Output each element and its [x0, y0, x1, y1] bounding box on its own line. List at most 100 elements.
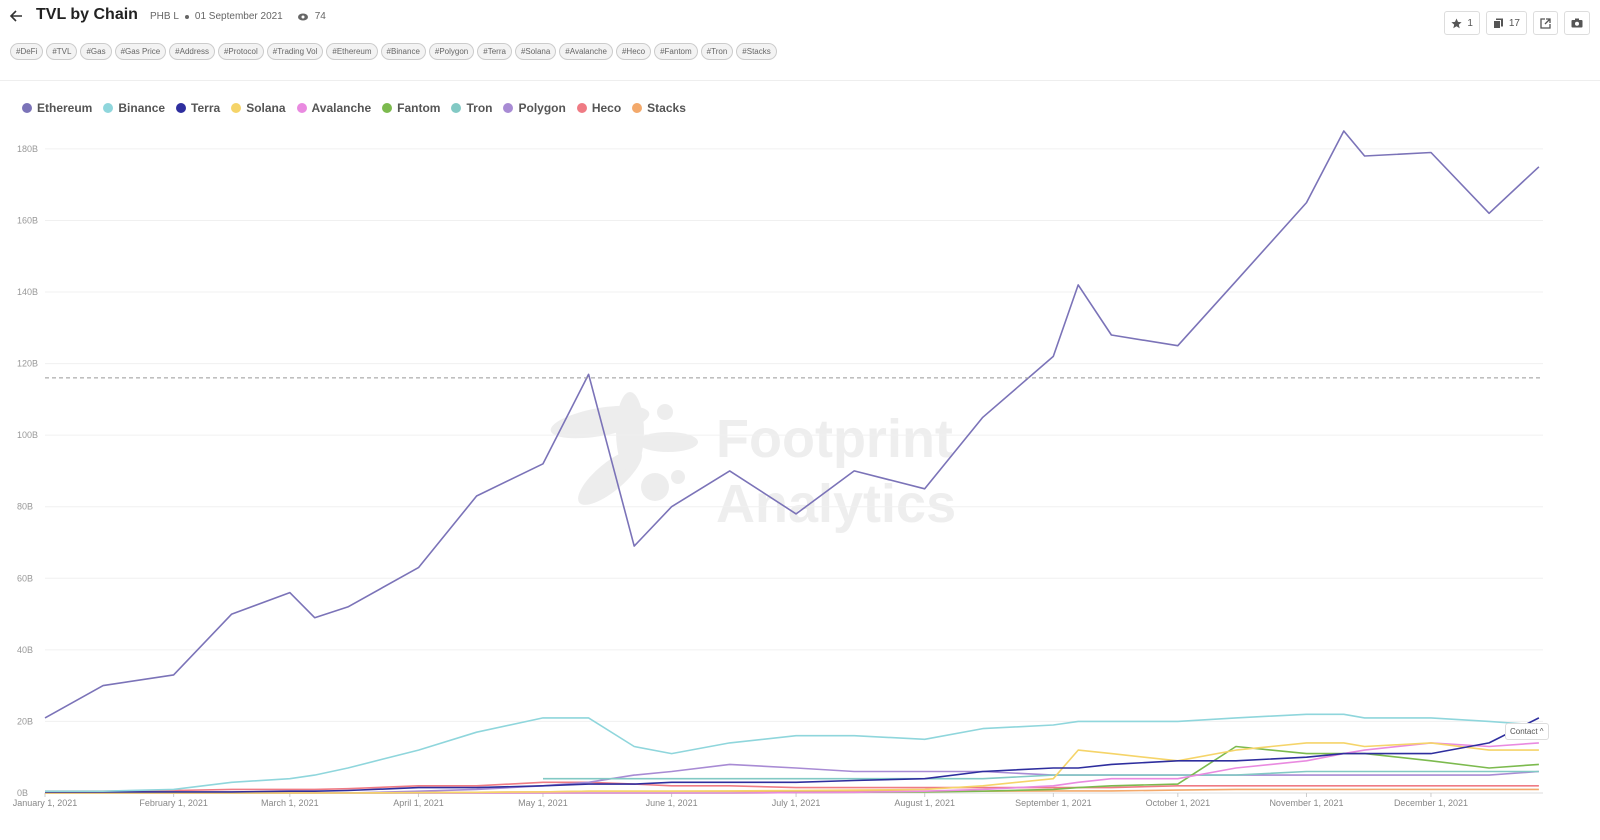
toolbar: 1 17 [1444, 11, 1590, 35]
legend-label: Ethereum [37, 101, 93, 115]
legend-dot [22, 103, 32, 113]
legend-dot [296, 103, 307, 113]
legend-dot [176, 103, 187, 113]
share-icon [1540, 17, 1551, 29]
y-tick-label: 160B [17, 215, 38, 225]
x-tick-label: July 1, 2021 [772, 798, 821, 808]
legend-item[interactable]: Stacks [632, 101, 686, 115]
tag[interactable]: #Terra [477, 43, 512, 60]
contact-button[interactable]: Contact ^ [1505, 723, 1549, 740]
legend-label: Fantom [397, 101, 441, 115]
tag[interactable]: #DeFi [10, 43, 44, 60]
legend-item[interactable]: Terra [176, 101, 220, 115]
legend-item[interactable]: Binance [103, 101, 165, 115]
y-tick-label: 40B [17, 645, 33, 655]
legend-item[interactable]: Fantom [382, 101, 440, 115]
legend-label: Tron [466, 101, 493, 115]
views: 74 [314, 11, 326, 22]
tag[interactable]: #Avalanche [559, 43, 613, 60]
y-tick-label: 0B [17, 788, 28, 798]
snapshot-button[interactable] [1564, 11, 1590, 35]
legend-dot [231, 103, 242, 113]
y-tick-label: 140B [17, 287, 38, 297]
x-tick-label: September 1, 2021 [1015, 798, 1092, 808]
tag[interactable]: #Gas Price [114, 43, 167, 60]
x-tick-label: January 1, 2021 [13, 798, 78, 808]
copy-icon [1492, 18, 1503, 29]
legend-dot [451, 103, 462, 113]
legend-dot [103, 103, 114, 113]
legend-item[interactable]: Tron [451, 101, 492, 115]
y-tick-label: 20B [17, 716, 33, 726]
legend-label: Solana [246, 101, 286, 115]
tag[interactable]: #Polygon [428, 43, 475, 60]
copy-button[interactable]: 17 [1485, 11, 1527, 35]
legend-label: Stacks [647, 101, 686, 115]
dashboard-title: TVL by Chain [36, 6, 138, 23]
tag[interactable]: #Solana [514, 43, 557, 60]
header: TVL by Chain PHB L 01 September 2021 74 … [0, 0, 1600, 81]
legend-label: Terra [191, 101, 221, 115]
legend-dot [632, 103, 643, 113]
legend-label: Polygon [518, 101, 566, 115]
tag-list: #DeFi #TVL #Gas #Gas Price #Address #Protocol… [10, 43, 777, 60]
meta: PHB L 01 September 2021 74 [150, 11, 326, 22]
series-line [45, 713, 1539, 792]
tag[interactable]: #Gas [80, 43, 112, 60]
tag[interactable]: #Stacks [736, 43, 777, 60]
x-tick-label: April 1, 2021 [393, 798, 444, 808]
watermark-text: Analytics [716, 474, 956, 534]
x-tick-label: June 1, 2021 [646, 798, 698, 808]
watermark: Footprint Analytics [550, 392, 956, 534]
tag[interactable]: #Tron [700, 43, 734, 60]
tag[interactable]: #Fantom [654, 43, 698, 60]
legend-dot [576, 103, 587, 113]
series-line [45, 781, 1539, 792]
back-button[interactable] [9, 9, 23, 23]
y-tick-label: 80B [17, 502, 33, 512]
author[interactable]: PHB L [150, 11, 179, 22]
series-line [543, 770, 1539, 780]
chart: Footprint Analytics 0B 20B 40B 60B 80B 100B 12… [13, 130, 1543, 808]
x-tick-label: March 1, 2021 [261, 798, 319, 808]
legend-dot [382, 103, 393, 113]
date: 01 September 2021 [194, 11, 283, 22]
y-tick-label: 60B [17, 573, 33, 583]
x-tick-label: August 1, 2021 [894, 798, 955, 808]
legend-item[interactable]: Avalanche [296, 101, 371, 115]
share-button[interactable] [1533, 11, 1558, 35]
star-count: 1 [1467, 17, 1473, 29]
x-tick-label: October 1, 2021 [1146, 798, 1211, 808]
x-tick-label: December 1, 2021 [1394, 798, 1468, 808]
star-icon [1451, 18, 1462, 28]
legend-item[interactable]: Heco [576, 101, 622, 115]
tag[interactable]: #Trading Vol [266, 43, 324, 60]
tag[interactable]: #Ethereum [326, 43, 378, 60]
separator [184, 14, 189, 19]
copy-count: 17 [1508, 17, 1520, 29]
tag[interactable]: #Binance [380, 43, 426, 60]
legend-item[interactable]: Solana [231, 101, 286, 115]
y-tick-label: 120B [17, 359, 38, 369]
y-tick-label: 100B [17, 430, 38, 440]
legend-item[interactable]: Ethereum [22, 101, 92, 115]
contact-label: Contact [1510, 727, 1538, 736]
tag[interactable]: #Heco [615, 43, 652, 60]
camera-icon [1571, 18, 1583, 28]
y-tick-label: 180B [17, 144, 38, 154]
series-line [45, 742, 1539, 794]
legend-item[interactable]: Polygon [503, 101, 566, 115]
tag[interactable]: #TVL [46, 43, 78, 60]
x-tick-label: November 1, 2021 [1269, 798, 1343, 808]
legend: Ethereum Binance Terra Solana Avalanche Fanto… [22, 101, 686, 115]
watermark-logo [550, 392, 698, 505]
tag[interactable]: #Address [169, 43, 215, 60]
star-button[interactable]: 1 [1444, 11, 1480, 35]
legend-dot [503, 103, 514, 113]
views-icon [297, 13, 308, 20]
tag[interactable]: #Protocol [217, 43, 264, 60]
watermark-text: Footprint [716, 409, 953, 469]
legend-label: Heco [591, 101, 622, 115]
series-line [44, 130, 1540, 719]
